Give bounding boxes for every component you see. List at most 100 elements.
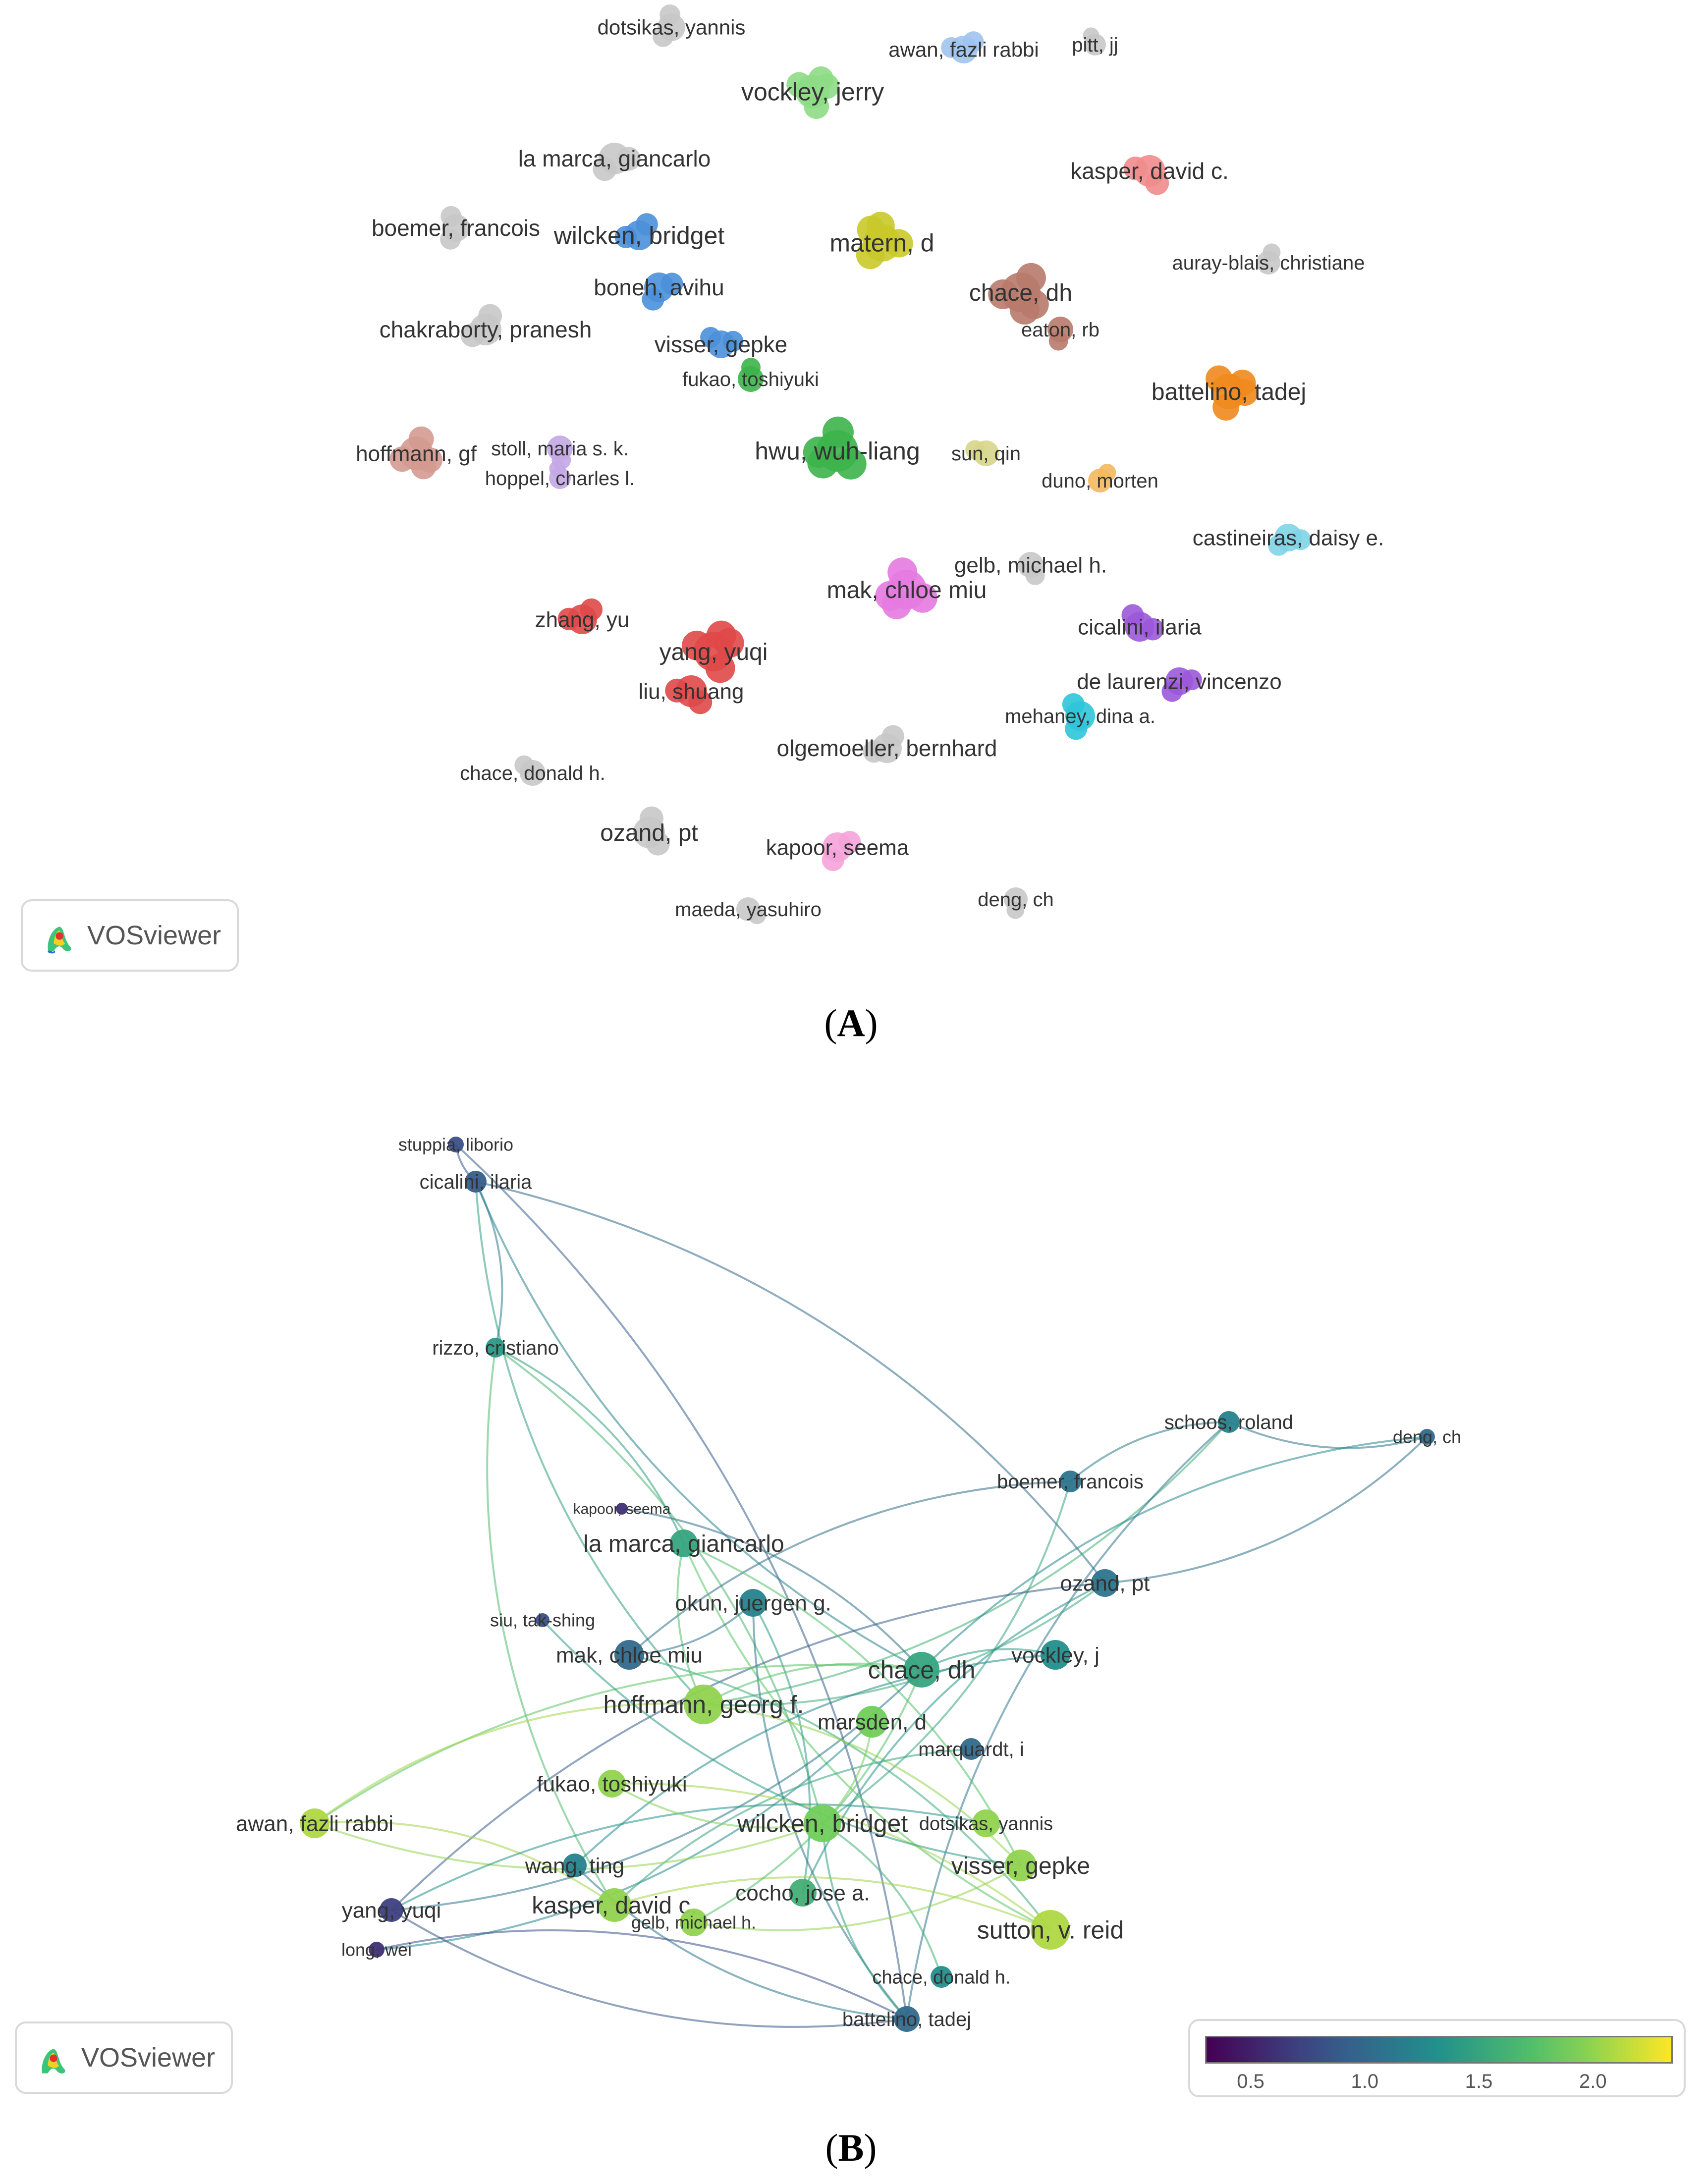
node-a_liu: liu, shuang [639,675,744,714]
node-bubble [616,1503,628,1515]
node-label: hoffmann, gf [356,441,477,466]
node-label: boneh, avihu [594,274,724,300]
edge [475,1181,1106,1584]
node-label: olgemoeller, bernhard [777,735,997,761]
node-b_vockley: vockley, j [1011,1640,1099,1670]
node-bubble [684,1685,723,1724]
node-b_hoffmann: hoffmann, georg f. [604,1685,804,1724]
node-bubble [557,607,580,630]
node-label: fukao, toshiyuki [537,1772,687,1796]
node-a_stoll: stoll, maria s. k. [491,436,629,470]
node-bubble [972,1809,1000,1837]
node-a_aurayblais: auray-blais, christiane [1172,243,1365,274]
edge [621,1508,923,1671]
edge [676,1543,705,1705]
edge [1069,1421,1229,1482]
node-bubble [665,678,689,703]
node-b_awan: awan, fazli rabbi [236,1808,393,1838]
node-bubble [803,437,834,468]
edge [542,1619,1021,1866]
node-bubble [804,94,829,119]
node-label: gelb, michael h. [631,1912,756,1933]
edge [693,1864,1021,1931]
node-label: battelino, tadej [1152,379,1306,405]
node-bubble [614,225,637,248]
node-label: visser, gepke [655,331,787,357]
edge [574,1654,1056,1866]
node-label: kasper, david c. [532,1893,697,1919]
node-label: zhang, yu [535,607,630,632]
node-label: ozand, pt [1060,1571,1150,1595]
node-bubble [682,630,712,660]
node-bubble [804,1804,841,1842]
vosviewer-badge: VOSviewer [15,2021,233,2094]
node-label: rizzo, cristiano [432,1337,559,1359]
node-a_mak: mak, chloe miu [827,557,987,619]
node-bubble [389,446,415,472]
edge [921,1436,1427,1671]
node-a_awan: awan, fazli rabbi [888,31,1039,63]
node-label: mak, chloe miu [556,1643,703,1667]
edge [611,1782,1051,1931]
node-bubble [460,323,485,347]
caption-b: (B) [825,2126,877,2169]
node-bubble [688,690,713,714]
node-label: la marca, giancarlo [583,1531,784,1557]
colorbar-tick: 2.0 [1579,2071,1607,2092]
edge [376,1929,907,2020]
node-bubble [1062,693,1085,716]
edge [494,1347,824,1824]
node-bubble [300,1808,329,1838]
node-bubble [616,147,641,171]
node-bubble [653,26,674,47]
node-bubble [514,755,534,775]
node-a_duno: duno, morten [1042,464,1158,492]
node-bubble [646,831,670,856]
node-bubble [875,581,905,611]
node-bubble [680,1909,708,1936]
node-label: wilcken, bridget [737,1810,908,1838]
node-bubble [863,740,885,763]
node-b_wang: wang, ting [525,1854,624,1878]
node-bubble [931,1966,952,1988]
node-label: awan, fazli rabbi [236,1811,393,1836]
node-bubble [380,1898,403,1922]
node-bubble [965,440,985,460]
node-label: maeda, yasuhiro [675,899,822,921]
node-bubble [1091,1569,1119,1597]
node-a_eaton: eaton, rb [1021,317,1099,351]
node-a_yang: yang, yuqi [659,620,768,683]
node-bubble [549,460,566,477]
node-label: chakraborty, pranesh [380,317,592,342]
node-label: ozand, pt [600,820,698,846]
node-bubble [1065,717,1088,740]
node-bubble [659,4,681,25]
node-label: deng, ch [978,889,1053,911]
node-label: marquardt, i [918,1739,1024,1760]
node-label: stoll, maria s. k. [491,438,629,460]
colorbar-tick: 0.5 [1237,2071,1264,2092]
node-bubble [1142,618,1164,641]
node-bubble [1009,295,1040,325]
node-label: sutton, v. reid [977,1916,1124,1944]
node-label: battelino, tadej [842,2009,971,2030]
node-bubble [580,598,603,621]
edge [475,1181,922,1671]
node-b_dotsikas: dotsikas, yannis [919,1809,1053,1837]
node-b_schoos: schoos, roland [1164,1411,1293,1433]
node-label: okun, juergen g. [675,1591,831,1615]
node-bubble [705,653,735,683]
node-label: yang, yuqi [342,1898,441,1922]
node-a_delaurenzi: de laurenzi, vincenzo [1077,667,1282,702]
node-b_gelb: gelb, michael h. [631,1909,756,1936]
node-label: hoppel, charles l. [485,468,635,490]
node-bubble [1025,566,1045,586]
node-bubble [1059,1471,1081,1492]
node-bubble [1419,1429,1435,1445]
edge [703,1662,922,1705]
node-b_battelino: battelino, tadej [842,2006,971,2032]
node-b_cocho: cocho, jose a. [735,1879,870,1907]
edge [314,1664,922,1824]
node-label: mak, chloe miu [827,577,987,603]
